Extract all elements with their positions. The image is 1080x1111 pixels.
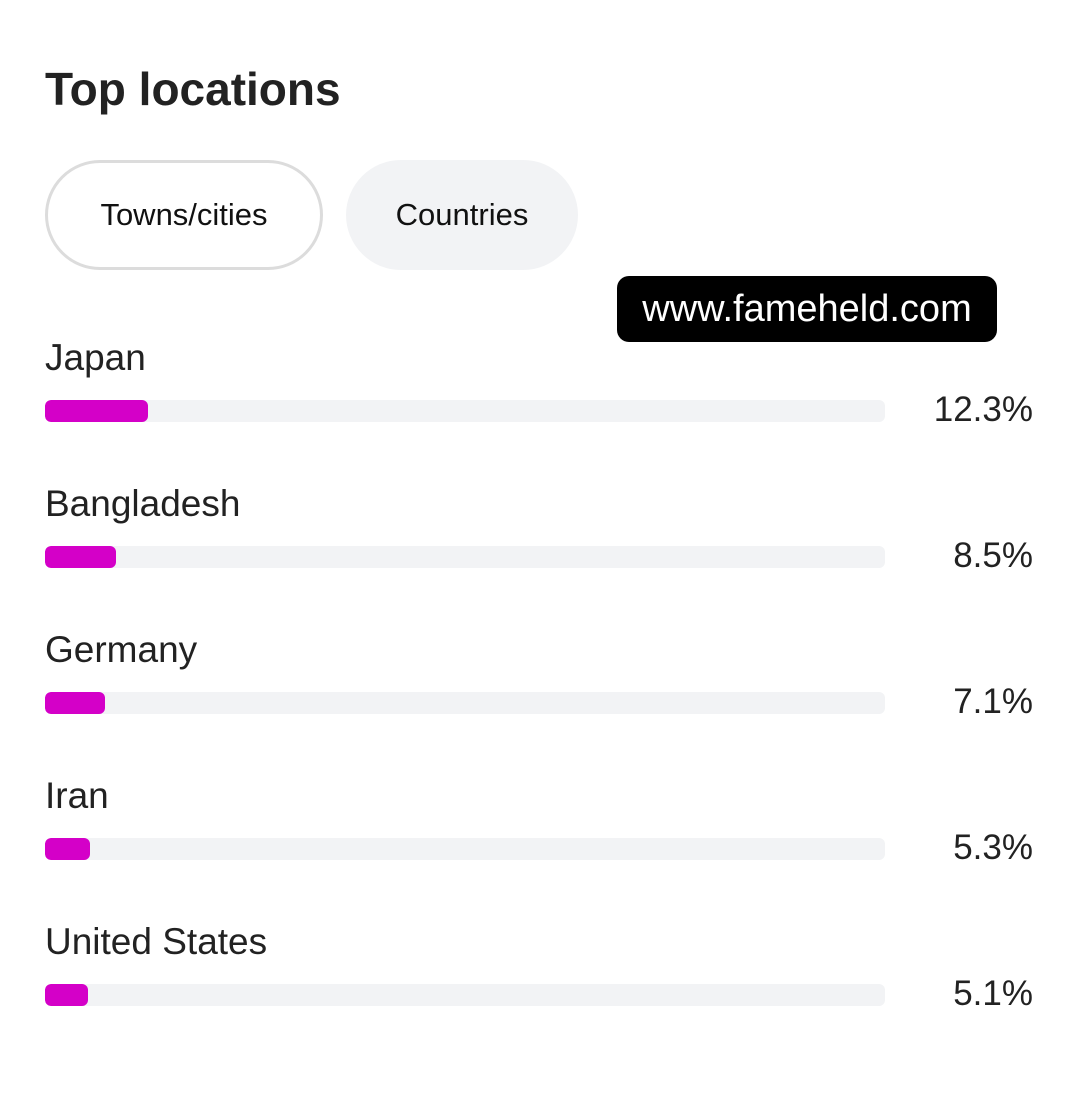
progress-track: [45, 692, 885, 714]
location-name: Japan: [45, 337, 146, 378]
location-percent: 7.1%: [953, 682, 1033, 721]
progress-fill: [45, 838, 90, 860]
progress-track: [45, 546, 885, 568]
progress-fill: [45, 692, 105, 714]
location-name: Bangladesh: [45, 483, 241, 524]
location-name: United States: [45, 921, 268, 962]
location-percent: 8.5%: [953, 536, 1033, 575]
progress-fill: [45, 400, 149, 422]
location-name: Iran: [45, 775, 109, 816]
location-percent: 5.1%: [953, 974, 1033, 1013]
tab-countries[interactable]: Countries: [346, 160, 578, 270]
watermark: www.fameheld.com: [617, 276, 997, 342]
page-title: Top locations: [45, 63, 341, 115]
location-percent: 12.3%: [933, 390, 1033, 429]
location-percent: 5.3%: [953, 828, 1033, 867]
location-row: United States 5.1%: [0, 920, 1080, 1066]
progress-track: [45, 400, 885, 422]
tab-towns-cities[interactable]: Towns/cities: [45, 160, 323, 270]
location-row: Germany 7.1%: [0, 628, 1080, 774]
location-row: Japan 12.3%: [0, 336, 1080, 482]
progress-fill: [45, 546, 117, 568]
progress-fill: [45, 984, 88, 1006]
location-name: Germany: [45, 629, 198, 670]
location-row: Iran 5.3%: [0, 774, 1080, 920]
location-row: Bangladesh 8.5%: [0, 482, 1080, 628]
progress-track: [45, 838, 885, 860]
progress-track: [45, 984, 885, 1006]
